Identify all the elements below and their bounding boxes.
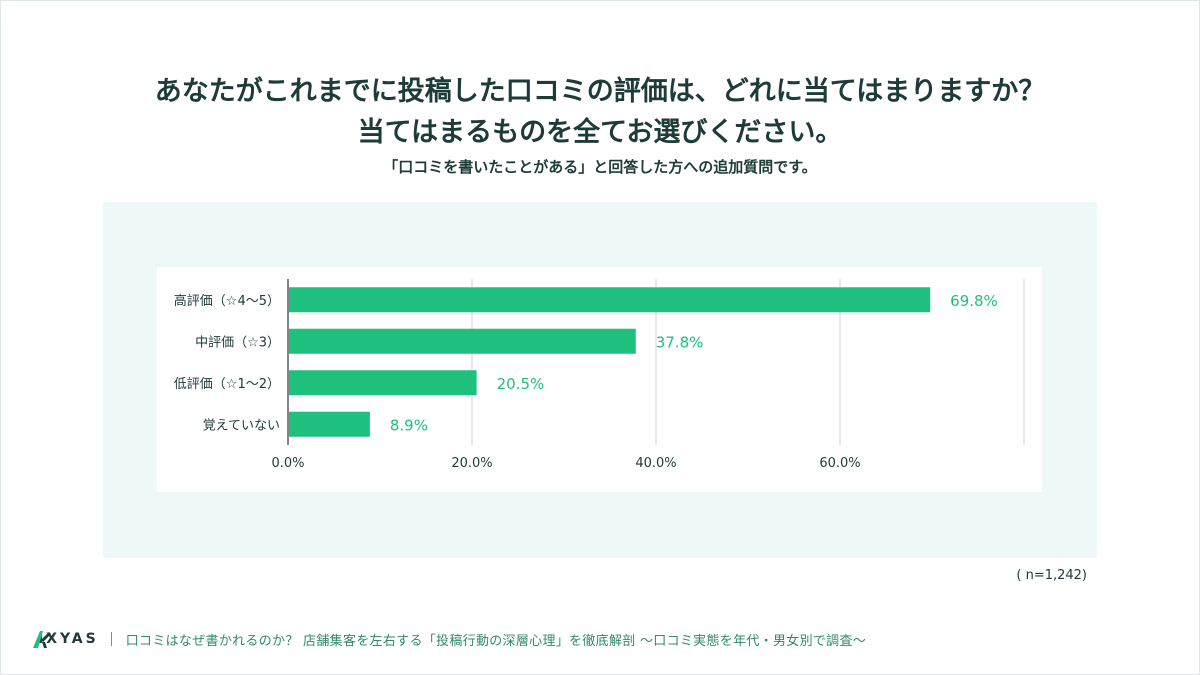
x-tick-label: 40.0% — [635, 456, 676, 471]
category-label: 低評価（☆1〜2） — [174, 377, 280, 392]
footer: IXYAS 口コミはなぜ書かれるのか？ 店舗集客を左右する「投稿行動の深層心理」… — [30, 628, 866, 650]
sample-size-note: ( n=1,242) — [1016, 568, 1087, 583]
value-label: 8.9% — [390, 416, 428, 434]
footer-divider — [110, 632, 112, 646]
category-label: 中評価（☆3） — [195, 335, 280, 350]
x-tick-label: 20.0% — [451, 456, 492, 471]
title-line-1: あなたがこれまでに投稿した口コミの評価は、どれに当てはまりますか？ — [154, 76, 1046, 107]
x-tick-label: 0.0% — [271, 456, 304, 471]
ixyas-logo-icon — [33, 631, 51, 648]
brand-name: IXYAS — [38, 631, 99, 647]
chart-area: 0.0% 20.0% 40.0% 60.0% 高評価（☆4〜5） 69.8% 中評価（☆3）… — [157, 267, 1042, 492]
subtitle: 「口コミを書いたことがある」と回答した方への追加質問です。 — [383, 158, 817, 176]
x-tick-label: 60.0% — [819, 456, 860, 471]
footer-caption: 口コミはなぜ書かれるのか？ 店舗集客を左右する「投稿行動の深層心理」を徹底解剖 … — [125, 633, 867, 649]
value-label: 37.8% — [656, 333, 704, 351]
value-label: 20.5% — [497, 375, 545, 393]
bar-chart: 0.0% 20.0% 40.0% 60.0% 高評価（☆4〜5） 69.8% 中評価（☆3）… — [174, 279, 1025, 471]
bar — [289, 411, 370, 437]
value-label: 69.8% — [950, 292, 998, 310]
category-label: 高評価（☆4〜5） — [174, 293, 280, 309]
bar — [289, 370, 477, 396]
bar — [289, 328, 636, 354]
bar — [289, 287, 931, 313]
title-line-2: 当てはまるものを全てお選びください。 — [357, 117, 843, 148]
category-label: 覚えていない — [203, 418, 280, 433]
